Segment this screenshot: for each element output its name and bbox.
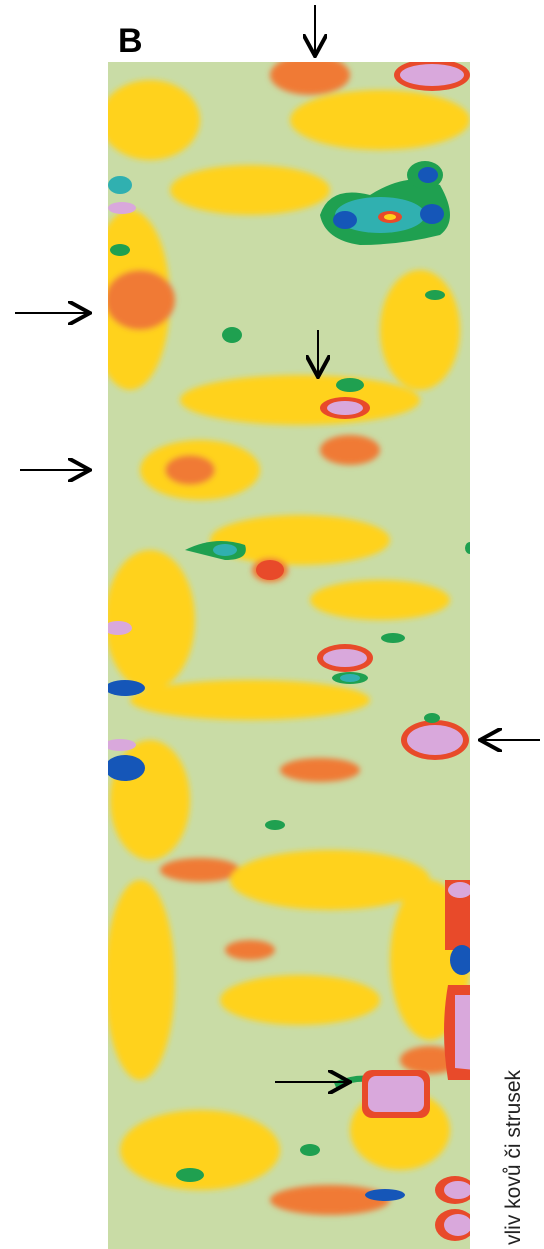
arrows [15,5,540,1082]
panel-label: B [118,22,143,60]
caption: vliv kovů či strusek [502,1069,525,1245]
strong-anomalies [108,62,470,1241]
map [108,62,470,1249]
